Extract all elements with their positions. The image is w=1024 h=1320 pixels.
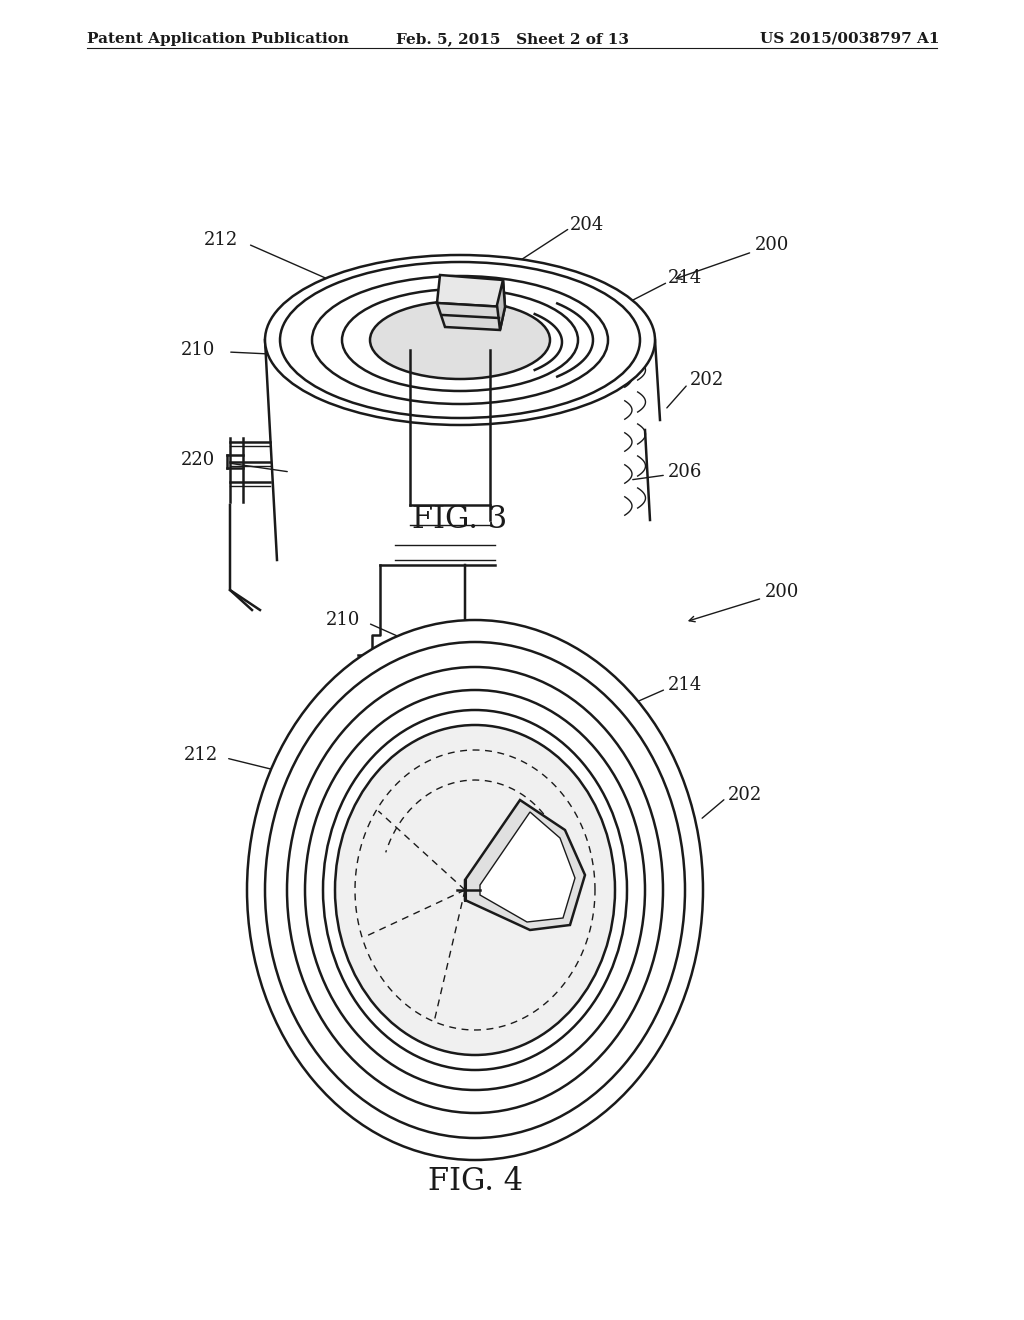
Ellipse shape [265,255,655,425]
Text: 210: 210 [326,611,360,630]
Text: 214: 214 [668,676,702,694]
Ellipse shape [280,261,640,418]
Ellipse shape [370,301,550,379]
Text: 202: 202 [690,371,724,389]
Polygon shape [437,275,505,308]
Text: 210: 210 [180,341,215,359]
Ellipse shape [312,276,608,404]
Text: 212: 212 [183,746,218,764]
Ellipse shape [342,289,578,391]
Text: 206: 206 [668,463,702,480]
Ellipse shape [305,690,645,1090]
Ellipse shape [287,667,663,1113]
Text: Feb. 5, 2015   Sheet 2 of 13: Feb. 5, 2015 Sheet 2 of 13 [395,32,629,46]
Text: 220: 220 [181,451,215,469]
Text: Patent Application Publication: Patent Application Publication [87,32,349,46]
Text: 200: 200 [689,583,800,622]
Text: 200: 200 [676,236,790,280]
Ellipse shape [265,642,685,1138]
Text: 202: 202 [728,785,762,804]
Text: 214: 214 [668,269,702,286]
Ellipse shape [323,710,627,1071]
Polygon shape [437,304,505,330]
Polygon shape [497,280,505,330]
Text: 204: 204 [570,216,604,234]
Ellipse shape [247,620,703,1160]
Text: FIG. 3: FIG. 3 [413,504,508,536]
Text: FIG. 4: FIG. 4 [427,1167,522,1197]
Polygon shape [480,812,575,921]
Polygon shape [465,800,585,931]
Text: 212: 212 [204,231,238,249]
Ellipse shape [335,725,615,1055]
Text: US 2015/0038797 A1: US 2015/0038797 A1 [761,32,940,46]
